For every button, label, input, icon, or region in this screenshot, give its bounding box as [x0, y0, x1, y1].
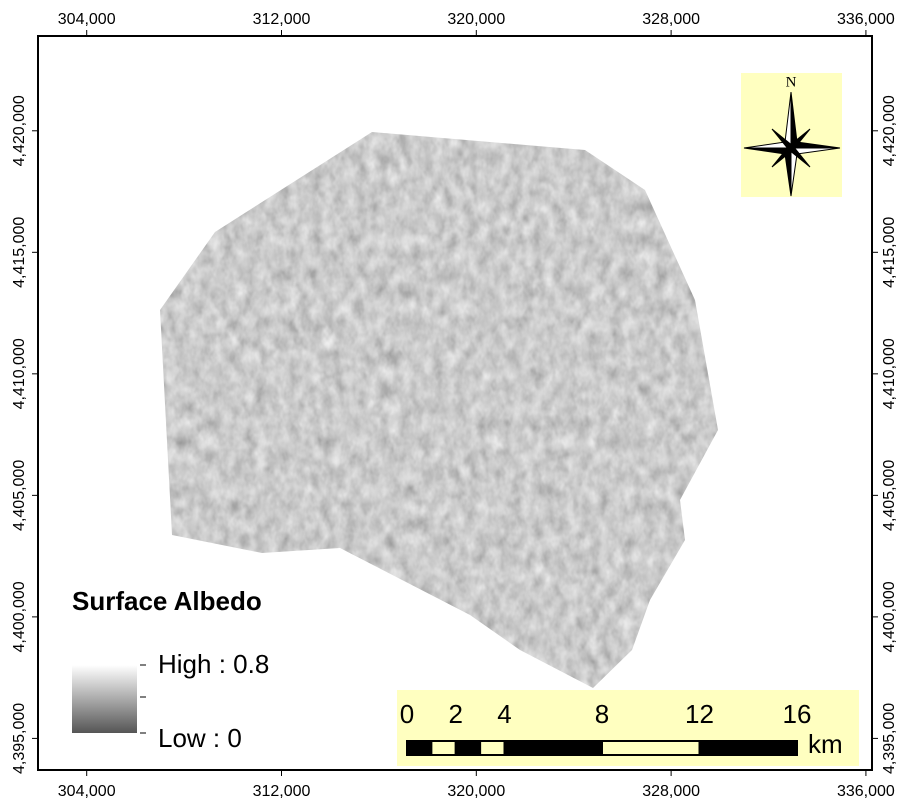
scale-label: 2: [449, 699, 463, 729]
x-tick-label: 312,000: [253, 783, 311, 800]
scale-unit: km: [808, 729, 843, 759]
y-tick-label: 4,400,000: [11, 581, 28, 652]
y-tick-label: 4,410,000: [881, 338, 898, 409]
y-tick-label: 4,395,000: [881, 703, 898, 774]
scale-segment: [602, 741, 700, 755]
scale-label: 0: [400, 699, 414, 729]
y-tick-label: 4,405,000: [881, 460, 898, 531]
y-tick-label: 4,395,000: [11, 703, 28, 774]
x-tick-label: 304,000: [58, 783, 116, 800]
legend-ramp: [72, 665, 137, 733]
scale-label: 16: [783, 699, 812, 729]
legend-high: High : 0.8: [158, 649, 269, 679]
x-tick-label: 320,000: [447, 11, 505, 28]
legend-low: Low : 0: [158, 723, 242, 753]
y-tick-label: 4,400,000: [881, 581, 898, 652]
y-tick-label: 4,410,000: [11, 338, 28, 409]
y-tick-label: 4,405,000: [11, 460, 28, 531]
scale-segment: [480, 741, 504, 755]
x-tick-label: 328,000: [642, 11, 700, 28]
scale-segment: [407, 741, 431, 755]
scale-segment: [456, 741, 480, 755]
north-label: N: [786, 74, 797, 90]
scale-segment: [431, 741, 455, 755]
legend-title: Surface Albedo: [72, 586, 262, 616]
x-tick-label: 304,000: [58, 11, 116, 28]
scale-label: 4: [497, 699, 511, 729]
y-tick-label: 4,415,000: [881, 217, 898, 288]
y-tick-label: 4,415,000: [11, 217, 28, 288]
scale-segment: [505, 741, 603, 755]
x-tick-label: 320,000: [447, 783, 505, 800]
y-tick-label: 4,420,000: [881, 95, 898, 166]
x-tick-label: 336,000: [837, 783, 895, 800]
x-tick-label: 328,000: [642, 783, 700, 800]
x-tick-label: 312,000: [253, 11, 311, 28]
scale-label: 8: [595, 699, 609, 729]
x-tick-label: 336,000: [837, 11, 895, 28]
y-tick-label: 4,420,000: [11, 95, 28, 166]
map-figure: N Surface Albedo High : 0.8 Low : 0 304,…: [0, 0, 913, 806]
scale-segment: [700, 741, 798, 755]
scale-label: 12: [685, 699, 714, 729]
